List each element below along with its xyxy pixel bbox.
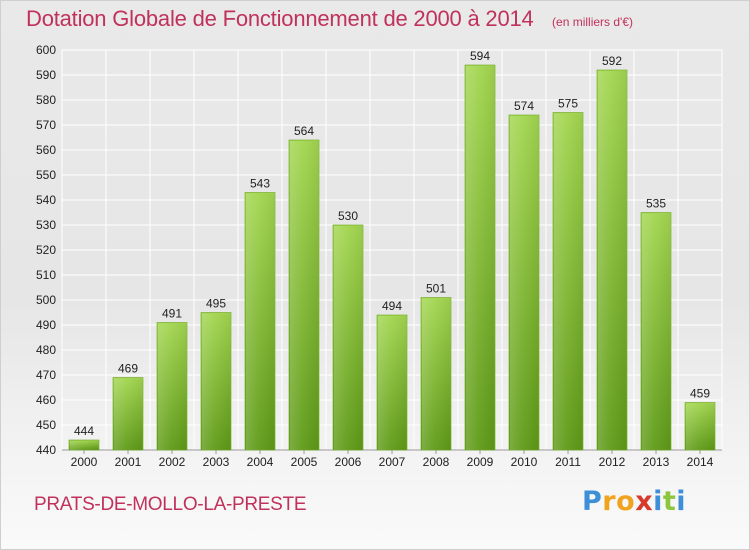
x-tick-label: 2013 — [643, 455, 670, 469]
value-label-2009: 594 — [470, 49, 490, 63]
value-label-2008: 501 — [426, 282, 446, 296]
bar-shine — [334, 226, 362, 450]
logo-letter: r — [602, 486, 617, 517]
chart-title-row: Dotation Globale de Fonctionnement de 20… — [26, 6, 633, 32]
bar-shine — [466, 66, 494, 450]
value-label-2013: 535 — [646, 197, 666, 211]
x-tick-label: 2002 — [159, 455, 186, 469]
logo-letter: i — [676, 486, 687, 517]
logo-letter: t — [662, 486, 677, 517]
y-tick-label: 600 — [36, 43, 56, 57]
value-label-2012: 592 — [602, 54, 622, 68]
value-label-2010: 574 — [514, 99, 534, 113]
y-tick-label: 560 — [36, 143, 56, 157]
bar-shine — [290, 141, 318, 450]
y-tick-label: 590 — [36, 68, 56, 82]
value-label-2006: 530 — [338, 209, 358, 223]
value-label-2002: 491 — [162, 307, 182, 321]
y-tick-label: 530 — [36, 218, 56, 232]
value-label-2001: 469 — [118, 362, 138, 376]
commune-name: PRATS-DE-MOLLO-LA-PRESTE — [34, 494, 307, 515]
y-tick-label: 490 — [36, 318, 56, 332]
x-tick-label: 2001 — [115, 455, 142, 469]
value-label-2014: 459 — [690, 387, 710, 401]
x-tick-label: 2005 — [291, 455, 318, 469]
x-tick-label: 2006 — [335, 455, 362, 469]
logo-letter: P — [582, 486, 603, 517]
x-tick-label: 2007 — [379, 455, 406, 469]
logo-letter: x — [635, 486, 654, 517]
value-label-2005: 564 — [294, 124, 314, 138]
bar-shine — [422, 298, 450, 450]
proxiti-logo: Proxiti — [582, 486, 686, 517]
value-label-2007: 494 — [382, 299, 402, 313]
bar-shine — [202, 313, 230, 450]
y-tick-label: 500 — [36, 293, 56, 307]
y-tick-label: 580 — [36, 93, 56, 107]
x-tick-label: 2000 — [71, 455, 98, 469]
bar-shine — [642, 213, 670, 450]
x-tick-label: 2003 — [203, 455, 230, 469]
value-label-2000: 444 — [74, 424, 94, 438]
bar-shine — [554, 113, 582, 450]
bar-shine — [158, 323, 186, 450]
y-tick-label: 480 — [36, 343, 56, 357]
chart-subtitle: (en milliers d'€) — [552, 15, 634, 29]
bar-shine — [114, 378, 142, 450]
y-tick-label: 470 — [36, 368, 56, 382]
y-tick-label: 460 — [36, 393, 56, 407]
value-label-2011: 575 — [558, 97, 578, 111]
y-tick-label: 570 — [36, 118, 56, 132]
x-tick-label: 2011 — [555, 455, 581, 469]
bar-shine — [598, 71, 626, 450]
x-tick-label: 2012 — [599, 455, 626, 469]
x-tick-label: 2009 — [467, 455, 494, 469]
y-tick-label: 520 — [36, 243, 56, 257]
x-tick-label: 2004 — [247, 455, 274, 469]
y-tick-label: 450 — [36, 418, 56, 432]
chart-title: Dotation Globale de Fonctionnement de 20… — [26, 6, 534, 31]
bar-shine — [510, 116, 538, 450]
value-label-2003: 495 — [206, 297, 226, 311]
bar-shine — [70, 441, 98, 450]
bar-shine — [378, 316, 406, 450]
logo-letter: i — [653, 486, 663, 517]
bar-shine — [686, 403, 714, 450]
bar-shine — [246, 193, 274, 450]
y-tick-label: 540 — [36, 193, 56, 207]
x-tick-label: 2008 — [423, 455, 450, 469]
y-tick-label: 440 — [36, 443, 56, 457]
value-label-2004: 543 — [250, 177, 270, 191]
x-tick-label: 2010 — [511, 455, 538, 469]
x-tick-label: 2014 — [687, 455, 714, 469]
y-tick-label: 550 — [36, 168, 56, 182]
logo-letter: o — [616, 486, 636, 517]
y-tick-label: 510 — [36, 268, 56, 282]
